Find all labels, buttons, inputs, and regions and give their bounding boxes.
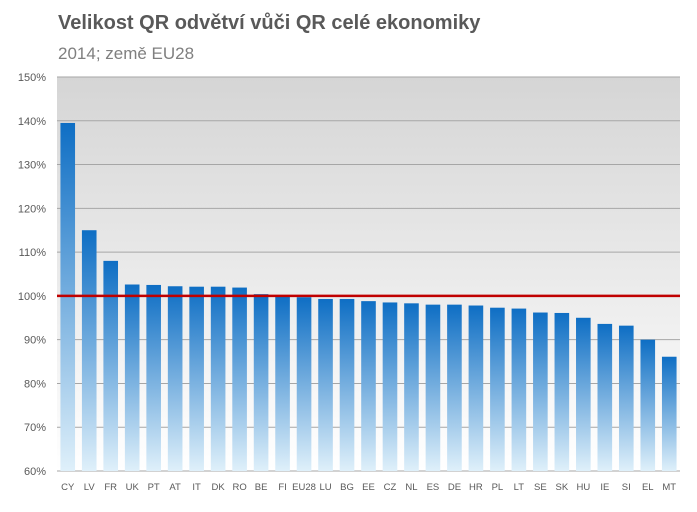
x-tick-label: SE — [534, 482, 547, 493]
bar-ie — [597, 323, 613, 471]
x-axis: CY LV FR UK PT AT IT DK RO BE FI EU28 LU BG EE CZ NL ES DE… — [61, 482, 676, 493]
x-tick-label: IT — [192, 482, 201, 493]
bar-eu28 — [296, 297, 312, 471]
x-tick-label: EL — [642, 482, 654, 493]
y-tick-label: 70% — [24, 422, 46, 434]
x-tick-label: RO — [232, 482, 246, 493]
x-tick-label: DK — [212, 482, 226, 493]
chart-title: Velikost QR odvětví vůči QR celé ekonomi… — [58, 12, 481, 34]
x-tick-label: EU28 — [292, 482, 316, 493]
x-tick-label: CY — [61, 482, 75, 493]
x-tick-label: PL — [492, 482, 504, 493]
x-tick-label: DE — [448, 482, 461, 493]
y-tick-label: 80% — [24, 378, 46, 390]
x-tick-label: ES — [427, 482, 440, 493]
x-tick-label: HR — [469, 482, 483, 493]
x-tick-label: LV — [84, 482, 96, 493]
y-tick-label: 110% — [19, 247, 47, 259]
x-tick-label: PT — [148, 482, 160, 493]
x-tick-label: NL — [405, 482, 417, 493]
y-axis: 60% 70% 80% 90% 100% 110% 120% 130% 140% 150% — [18, 72, 46, 478]
bar-es — [425, 304, 441, 471]
bar-mt — [661, 356, 677, 471]
x-tick-label: CZ — [384, 482, 397, 493]
bar-lv — [81, 230, 97, 471]
bar-de — [447, 304, 462, 471]
x-tick-label: UK — [126, 482, 140, 493]
chart-subtitle: 2014; země EU28 — [58, 44, 195, 63]
x-tick-label: SI — [622, 482, 631, 493]
bar-pl — [490, 307, 505, 471]
bar-se — [533, 312, 548, 471]
bar-it — [189, 286, 204, 471]
bar-nl — [404, 303, 419, 471]
bar-si — [618, 325, 634, 471]
x-tick-label: MT — [662, 482, 676, 493]
bar-el — [640, 339, 656, 471]
x-tick-label: FR — [104, 482, 117, 493]
y-tick-label: 120% — [18, 203, 46, 215]
bar-fi — [275, 295, 290, 471]
y-tick-label: 100% — [18, 291, 46, 303]
bar-sk — [554, 312, 570, 471]
x-tick-label: SK — [556, 482, 569, 493]
bar-ee — [361, 301, 376, 471]
y-tick-label: 130% — [18, 160, 46, 172]
bar-lu — [318, 298, 333, 471]
bar-pt — [146, 284, 161, 471]
bar-fr — [103, 260, 119, 471]
bar-cz — [382, 302, 398, 471]
y-tick-label: 90% — [24, 335, 46, 347]
bars — [60, 122, 677, 471]
bar-lt — [511, 308, 527, 471]
x-tick-label: EE — [362, 482, 375, 493]
x-tick-label: FI — [278, 482, 286, 493]
x-tick-label: HU — [576, 482, 590, 493]
bar-at — [167, 286, 183, 471]
bar-uk — [124, 284, 140, 471]
bar-hu — [576, 317, 591, 471]
y-tick-label: 150% — [18, 72, 46, 84]
x-tick-label: BG — [340, 482, 354, 493]
bar-hr — [468, 305, 484, 471]
x-tick-label: AT — [169, 482, 181, 493]
bar-ro — [232, 287, 247, 471]
x-tick-label: IE — [600, 482, 609, 493]
bar-bg — [339, 298, 355, 471]
bar-be — [253, 294, 269, 471]
x-tick-label: LU — [319, 482, 331, 493]
bar-dk — [210, 286, 226, 471]
y-tick-label: 60% — [24, 466, 46, 478]
x-tick-label: BE — [255, 482, 268, 493]
y-tick-label: 140% — [18, 116, 46, 128]
x-tick-label: LT — [514, 482, 525, 493]
